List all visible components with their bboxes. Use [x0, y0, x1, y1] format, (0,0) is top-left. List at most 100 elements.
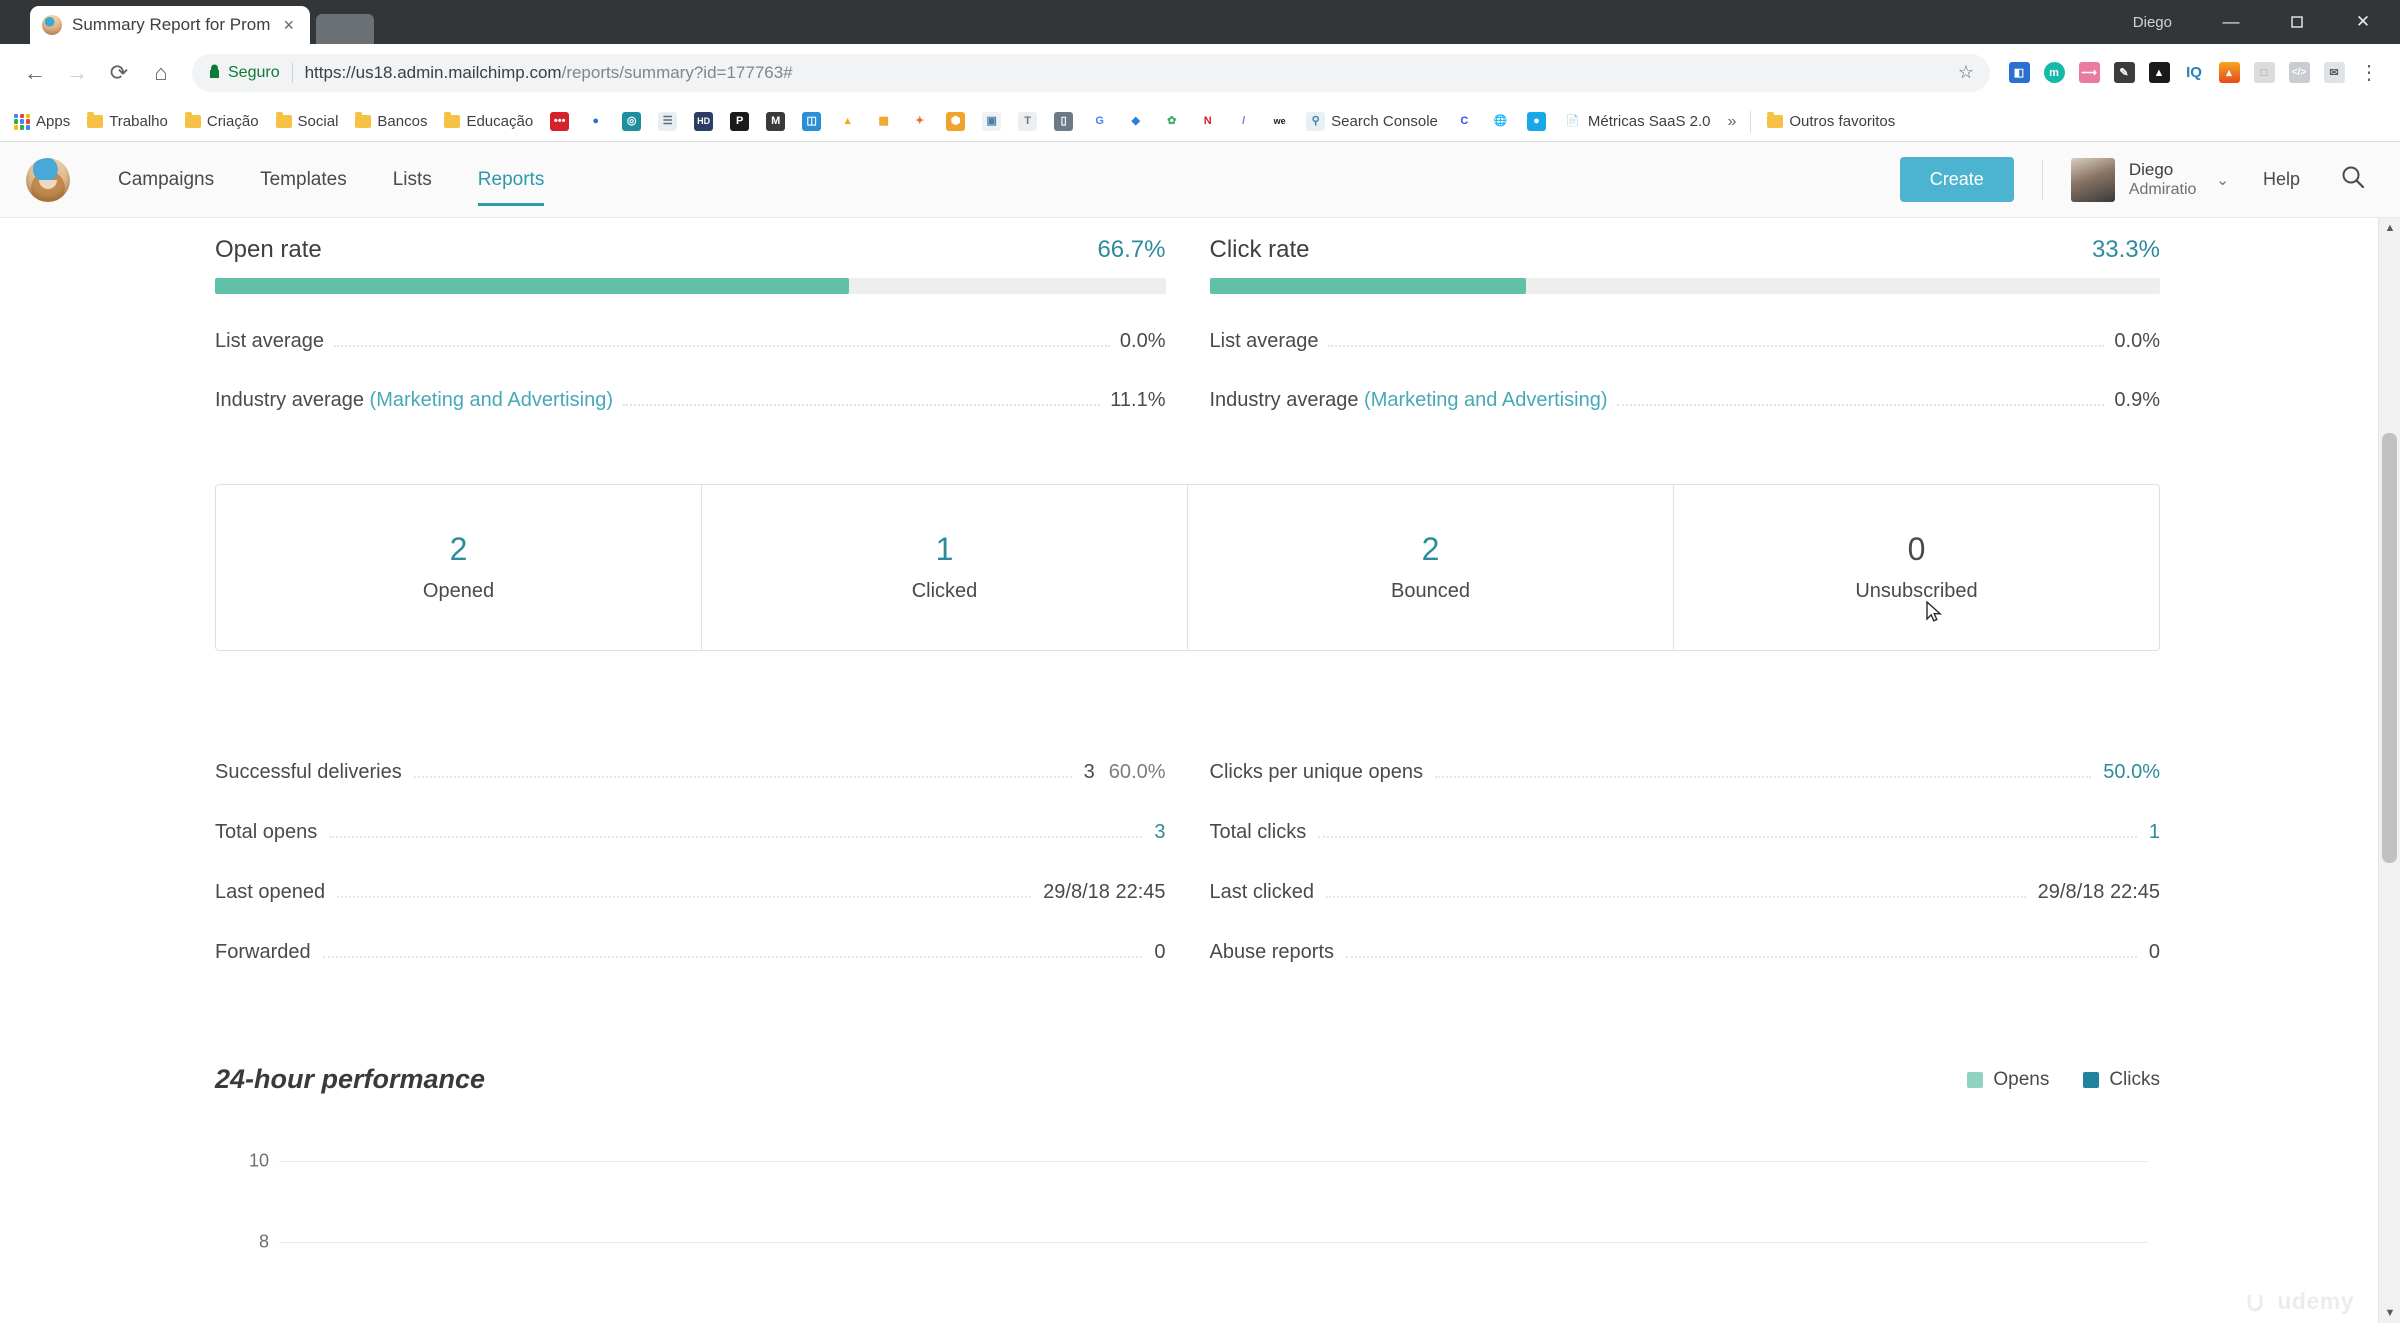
legend-item-opens[interactable]: Opens [1967, 1069, 2049, 1091]
legend-item-clicks[interactable]: Clicks [2083, 1069, 2160, 1091]
c-letter-icon: C [1454, 112, 1474, 131]
forward-icon[interactable]: → [66, 59, 88, 85]
bookmark-analytics[interactable]: ▴ [838, 112, 858, 131]
scroll-down-arrow-icon[interactable]: ▼ [2384, 1307, 2396, 1319]
maximize-button[interactable] [2264, 0, 2330, 44]
bookmark-phone[interactable]: ▯ [1054, 112, 1074, 131]
bookmark-bar-chart[interactable]: ▩ [874, 112, 894, 131]
bookmark-hd[interactable]: HD [694, 112, 714, 131]
tab-close-icon[interactable]: × [283, 15, 294, 35]
eyedropper-extension-icon[interactable]: ✎ [2107, 56, 2141, 90]
search-icon[interactable] [2340, 164, 2366, 195]
mail-extension-icon[interactable]: ✉ [2317, 56, 2351, 90]
bookmark-leaf[interactable]: ✿ [1162, 112, 1182, 131]
scroll-up-arrow-icon[interactable]: ▲ [2384, 222, 2396, 234]
bookmark-google[interactable]: G [1090, 112, 1110, 131]
bookmark-bancos[interactable]: Bancos [355, 112, 427, 130]
code-extension-icon[interactable]: </> [2282, 56, 2316, 90]
folder-icon [87, 112, 104, 128]
bookmarks-overflow-icon[interactable]: » [1727, 112, 1737, 130]
bookmark-search-console[interactable]: ⚲ Search Console [1306, 112, 1438, 131]
counter-bounced[interactable]: 2 Bounced [1188, 485, 1674, 650]
freddie-monkey-logo[interactable] [26, 157, 70, 202]
counter-clicked[interactable]: 1 Clicked [702, 485, 1188, 650]
nav-item-templates[interactable]: Templates [260, 168, 347, 190]
bookmark-c-letter[interactable]: C [1454, 112, 1474, 131]
bookmark-blue-circle[interactable]: ● [1526, 112, 1546, 131]
industry-category-link[interactable]: (Marketing and Advertising) [369, 389, 613, 411]
nav-item-lists[interactable]: Lists [392, 168, 432, 190]
tv-icon: ▣ [982, 112, 1002, 131]
bookmark-trello[interactable]: ◫ [802, 112, 822, 131]
bookmark-p-letter[interactable]: P [730, 112, 750, 131]
address-bar[interactable]: Seguro https://us18.admin.mailchimp.com/… [192, 53, 1990, 92]
hexagon-icon: ⬢ [946, 112, 966, 131]
help-link[interactable]: Help [2262, 169, 2300, 189]
bookmark-other-favorites[interactable]: Outros favoritos [1767, 112, 1895, 130]
bookmark-hexagon[interactable]: ⬢ [946, 112, 966, 131]
hd-icon: HD [694, 112, 714, 131]
bookmark-document[interactable]: ☰ [658, 112, 678, 131]
bookmark-netflix[interactable]: N [1198, 112, 1218, 131]
bookmark-teal-ring[interactable]: ◎ [622, 112, 642, 131]
click-rate-value: 33.3% [2091, 236, 2160, 263]
bookmark-educacao[interactable]: Educação [444, 112, 533, 130]
bookmark-we[interactable]: we [1270, 112, 1290, 131]
chevron-down-icon[interactable]: ⌄ [2216, 171, 2229, 189]
bookmarks-divider [1750, 110, 1752, 133]
account-menu[interactable]: Diego Admiratio [2129, 159, 2197, 200]
back-icon[interactable]: ← [24, 59, 46, 85]
grey-box-extension-icon[interactable]: □ [2247, 56, 2281, 90]
bookmark-slash[interactable]: / [1234, 112, 1254, 131]
bookmark-m-letter[interactable]: M [766, 112, 786, 131]
bookmark-star-icon[interactable]: ☆ [1957, 62, 1974, 82]
chrome-menu-icon[interactable]: ⋮ [2359, 62, 2379, 84]
scrollbar-thumb[interactable] [2382, 433, 2397, 863]
counter-opened[interactable]: 2 Opened [216, 485, 702, 650]
home-icon[interactable]: ⌂ [154, 59, 168, 85]
bookmark-blue-drop[interactable]: ● [586, 112, 606, 131]
analytics-cone-icon: ▴ [838, 112, 858, 131]
open-rate-progress [215, 278, 1166, 294]
black-bird-extension-icon[interactable]: ▲ [2142, 56, 2176, 90]
blue-circle-icon: ● [1526, 112, 1546, 131]
minimize-button[interactable]: — [2222, 12, 2240, 31]
detail-value: 3 60.0% [1083, 761, 1166, 783]
slash-icon: / [1234, 112, 1254, 131]
industry-category-link[interactable]: (Marketing and Advertising) [1364, 389, 1608, 411]
bookmark-apps[interactable]: Apps [14, 113, 70, 130]
bookmark-orange-star[interactable]: ✦ [910, 112, 930, 131]
detail-value: 1 [2148, 821, 2160, 843]
bookmark-metricas-saas[interactable]: 📄 Métricas SaaS 2.0 [1562, 112, 1710, 131]
browser-tab[interactable]: Summary Report for Prom × [30, 6, 310, 44]
counter-unsubscribed[interactable]: 0 Unsubscribed [1674, 485, 2159, 650]
pink-arrow-extension-icon[interactable]: ⟶ [2072, 56, 2106, 90]
new-tab-button[interactable] [316, 14, 374, 44]
details-right-column: Clicks per unique opens 50.0% Total clic… [1210, 761, 2161, 964]
teal-circle-extension-icon[interactable]: m [2037, 56, 2071, 90]
iq-extension-icon[interactable]: IQ [2186, 64, 2202, 81]
click-rate-label: Click rate [1209, 236, 1310, 263]
sidebar-extension-icon[interactable]: ◧ [2002, 56, 2036, 90]
detail-value: 0 [2148, 941, 2160, 963]
bookmark-tv[interactable]: ▣ [982, 112, 1002, 131]
bookmark-circle-t[interactable]: T [1018, 112, 1038, 131]
leader-dots [333, 345, 1110, 347]
bookmark-red-app[interactable]: ••• [550, 112, 570, 131]
bookmark-globe[interactable]: 🌐 [1490, 112, 1510, 131]
close-window-button[interactable]: ✕ [2355, 12, 2371, 31]
avatar[interactable] [2070, 157, 2115, 202]
detail-last-opened: Last opened 29/8/18 22:45 [215, 881, 1166, 904]
page-scrollbar[interactable]: ▲ ▼ [2378, 218, 2400, 1323]
nav-item-reports[interactable]: Reports [477, 142, 544, 218]
folder-icon [1767, 112, 1784, 128]
create-button[interactable]: Create [1899, 157, 2014, 202]
orange-chart-extension-icon[interactable]: ▴ [2212, 56, 2246, 90]
bookmark-criacao[interactable]: Criação [184, 112, 259, 130]
reload-icon[interactable]: ⟳ [109, 59, 129, 85]
open-industry-average-value: 11.1% [1110, 389, 1166, 411]
bookmark-social[interactable]: Social [275, 112, 338, 130]
bookmark-dropbox[interactable]: ◆ [1126, 112, 1146, 131]
nav-item-campaigns[interactable]: Campaigns [118, 168, 215, 190]
bookmark-trabalho[interactable]: Trabalho [87, 112, 168, 130]
